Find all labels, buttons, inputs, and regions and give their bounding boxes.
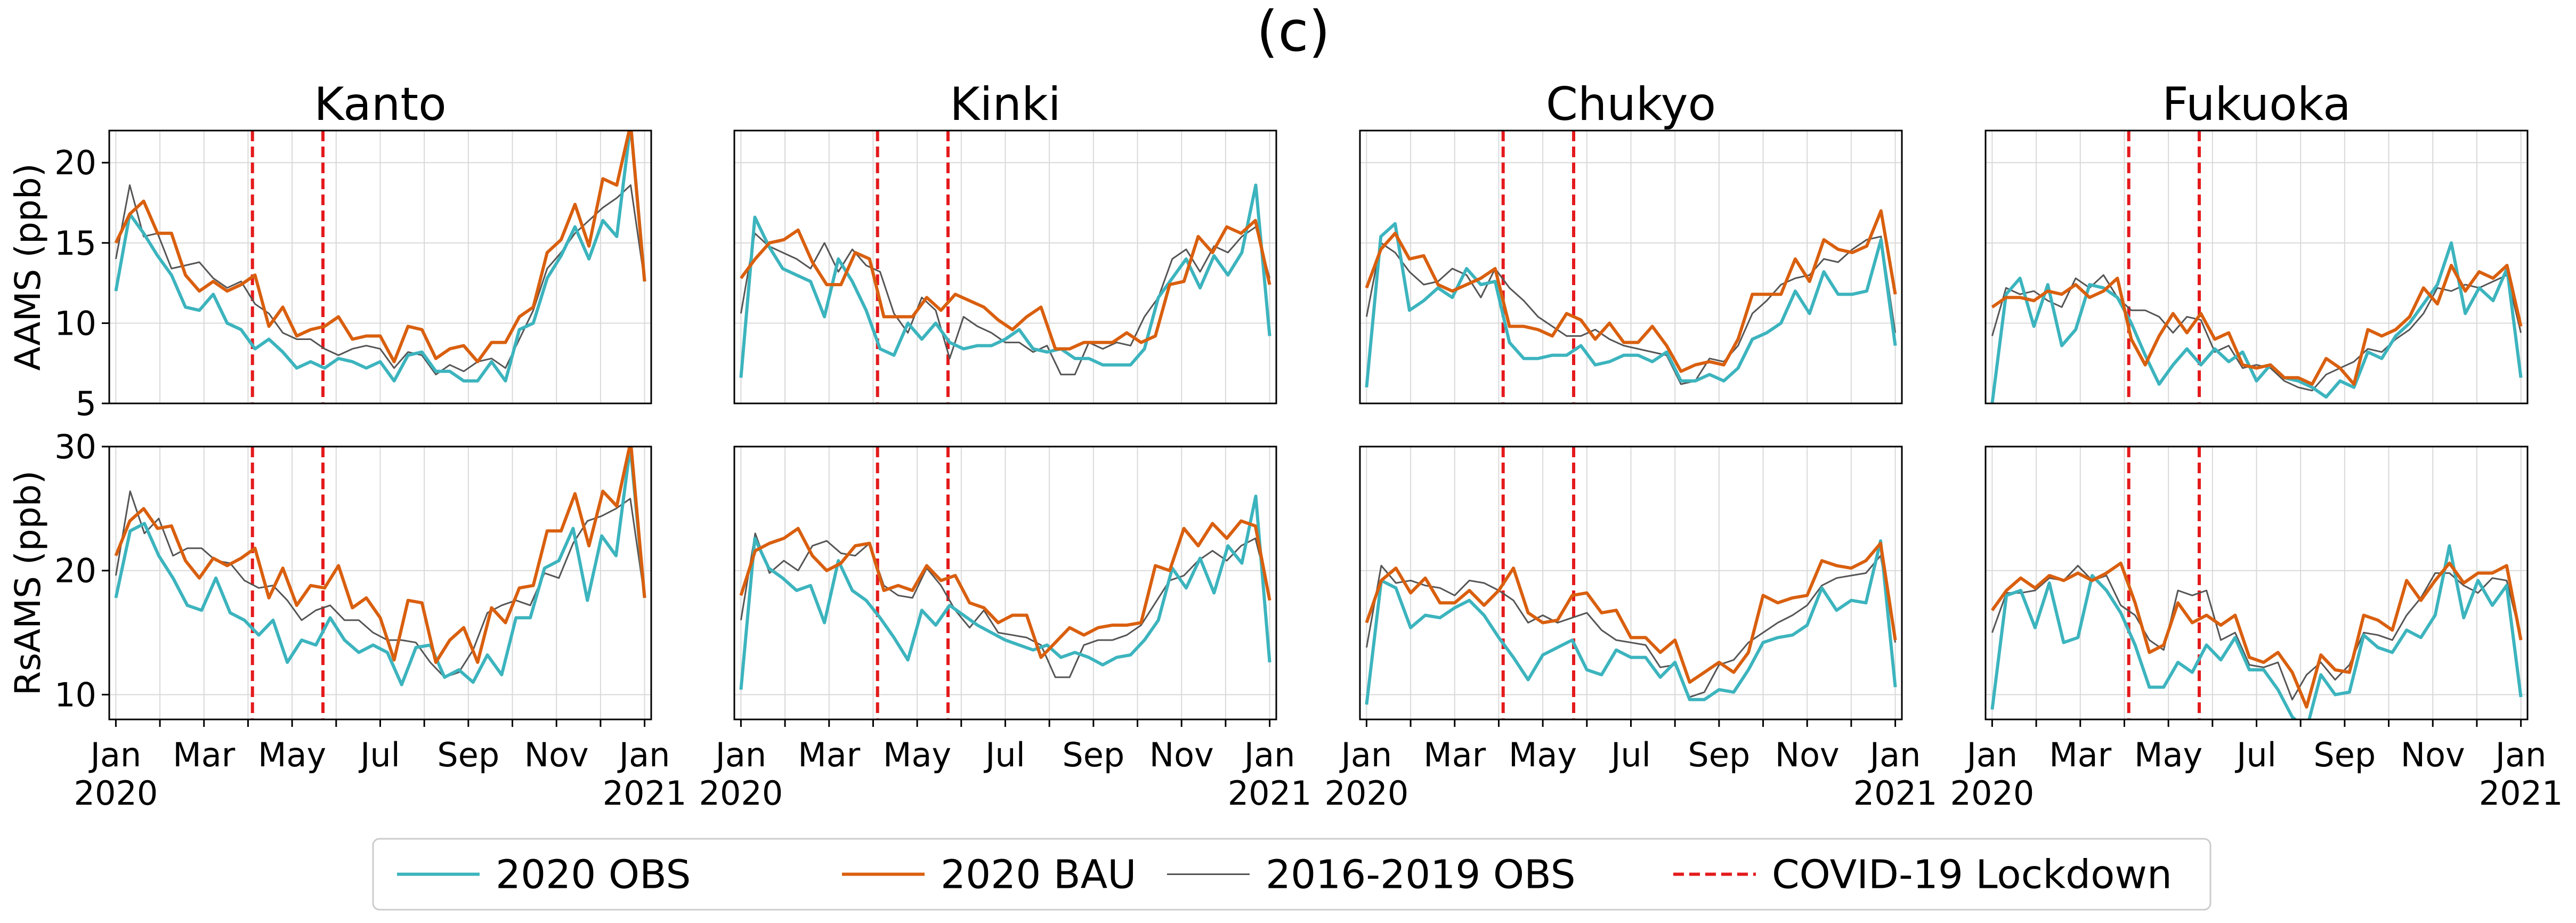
panel-fukuoka-aams-ppb--series-2020-obs	[1990, 241, 2523, 403]
panel-fukuoka-rsams-ppb--series-2020-obs	[1990, 544, 2523, 719]
panel-fukuoka-rsams-ppb--xtick-label: Mar	[2049, 735, 2111, 774]
panel-chukyo-rsams-ppb--xtick-year-label: 2021	[1853, 774, 1938, 813]
panel-kinki-rsams-ppb--series-2016-2019-obs	[740, 532, 1271, 678]
panel-kinki-rsams-ppb--xtick-year-label: 2020	[699, 774, 783, 813]
panel-kanto-aams-ppb--series-2016-2019-obs	[115, 184, 646, 376]
panel-kanto-rsams-ppb--xtick-label: Jan	[617, 735, 670, 774]
panel-kinki-rsams-ppb--series-2020-bau	[739, 519, 1271, 659]
panel-fukuoka-aams-ppb--series-2020-bau	[1991, 264, 2523, 386]
panel-kanto-aams-ppb--series-2020-obs	[114, 131, 646, 383]
column-title-chukyo: Chukyo	[1546, 78, 1716, 131]
panel-kanto-rsams-ppb--xtick-label: May	[258, 735, 326, 774]
y-axis-label-rsams-ppb-: RsAMS (ppb)	[7, 471, 48, 695]
legend-box	[372, 838, 2212, 911]
panel-kanto-rsams-ppb--ytick-label: 10	[54, 675, 96, 714]
panel-fukuoka-rsams-ppb--series-2016-2019-obs	[1991, 564, 2522, 701]
panel-chukyo-rsams-ppb--xtick-label: Mar	[1423, 735, 1486, 774]
legend-label-covid-19-lockdown: COVID-19 Lockdown	[1772, 852, 2172, 898]
panel-chukyo-rsams-ppb--series-2020-obs	[1365, 539, 1897, 705]
panel-fukuoka-rsams-ppb--xtick-year-label: 2020	[1950, 774, 2035, 813]
panel-kanto-aams-ppb--ytick-label: 20	[54, 143, 96, 182]
panel-kinki-rsams-ppb--xtick-year-label: 2021	[1228, 774, 1312, 813]
panel-kanto-aams-ppb--ytick-label: 10	[54, 304, 96, 343]
panel-kinki-rsams-ppb--xtick-label: Jan	[714, 735, 767, 774]
panel-chukyo-rsams-ppb--xtick-label: Jul	[1609, 735, 1651, 774]
panel-fukuoka-rsams-ppb--xtick-label: Nov	[2401, 735, 2465, 774]
y-axis-label-aams-ppb-: AAMS (ppb)	[7, 163, 48, 370]
panel-fukuoka-rsams-ppb--xtick-label: Sep	[2313, 735, 2376, 774]
panel-fukuoka-rsams-ppb--xtick-year-label: 2021	[2479, 774, 2563, 813]
panel-kanto-rsams-ppb--ytick-label: 20	[54, 552, 96, 590]
panel-chukyo-aams-ppb--series-2020-obs	[1365, 222, 1897, 388]
panel-kanto-rsams-ppb--series-2020-bau	[114, 447, 646, 664]
panel-fukuoka-aams-ppb--frame	[1984, 129, 2529, 404]
panel-kinki-aams-ppb--series-2020-bau	[739, 218, 1271, 351]
figure-title: (c)	[1257, 0, 1330, 64]
panel-kanto-rsams-ppb--xtick-label: Sep	[437, 735, 499, 774]
panel-kinki-aams-ppb--series-2016-2019-obs	[740, 226, 1271, 376]
panel-kanto-rsams-ppb--xtick-year-label: 2021	[603, 774, 687, 813]
panel-kanto-rsams-ppb--xtick-label: Nov	[524, 735, 589, 774]
panel-kinki-aams-ppb--series-2020-obs	[739, 183, 1271, 378]
column-title-kanto: Kanto	[314, 78, 446, 131]
panel-fukuoka-rsams-ppb--xtick-label: Jan	[1965, 735, 2018, 774]
panel-fukuoka-rsams-ppb--xtick-label: Jul	[2234, 735, 2277, 774]
panel-kinki-aams-ppb-: Kinki	[733, 78, 1277, 404]
panel-chukyo-aams-ppb--frame	[1359, 129, 1903, 404]
panel-kinki-rsams-ppb--series-2020-obs	[739, 495, 1271, 690]
panel-kanto-rsams-ppb--series-2020-obs	[114, 447, 646, 686]
panel-kanto-rsams-ppb--xtick-year-label: 2020	[74, 774, 158, 813]
panel-kinki-rsams-ppb--xtick-label: Sep	[1062, 735, 1124, 774]
panel-kanto-rsams-ppb--xtick-label: Jul	[358, 735, 400, 774]
legend-label-2016-2019-obs: 2016-2019 OBS	[1266, 852, 1576, 898]
panel-kinki-rsams-ppb--xtick-label: Jul	[983, 735, 1025, 774]
panel-chukyo-rsams-ppb--xtick-label: Jan	[1868, 735, 1921, 774]
legend-label-2020-bau: 2020 BAU	[941, 852, 1136, 898]
panel-chukyo-rsams-ppb--xtick-label: Sep	[1688, 735, 1750, 774]
panel-kanto-rsams-ppb--xtick-label: Mar	[173, 735, 235, 774]
panel-kanto-aams-ppb--frame	[108, 129, 652, 404]
panel-chukyo-rsams-ppb--xtick-label: May	[1509, 735, 1577, 774]
panel-kanto-rsams-ppb--series-2016-2019-obs	[115, 490, 646, 678]
panel-chukyo-rsams-ppb--series-2020-bau	[1365, 541, 1897, 684]
panel-kinki-rsams-ppb--xtick-label: Nov	[1149, 735, 1214, 774]
panel-chukyo-rsams-ppb--xtick-year-label: 2020	[1325, 774, 1409, 813]
panel-kinki-rsams-ppb--xtick-label: Jan	[1242, 735, 1295, 774]
panel-chukyo-aams-ppb-: Chukyo	[1359, 78, 1903, 404]
panel-chukyo-aams-ppb--series-2020-bau	[1365, 209, 1897, 373]
panel-fukuoka-rsams-ppb--series-2020-bau	[1990, 561, 2523, 709]
panel-fukuoka-rsams-ppb--xtick-label: Jan	[2493, 735, 2547, 774]
panel-kanto-aams-ppb--ytick-label: 15	[54, 224, 96, 263]
panel-kanto-rsams-ppb--ytick-label: 30	[54, 427, 96, 466]
panel-kinki-rsams-ppb--xtick-label: Mar	[798, 735, 860, 774]
panel-chukyo-rsams-ppb--series-2016-2019-obs	[1365, 555, 1897, 698]
legend-label-2020-obs: 2020 OBS	[496, 852, 691, 898]
column-title-kinki: Kinki	[950, 78, 1061, 131]
panel-kinki-aams-ppb--frame	[733, 129, 1277, 404]
panel-chukyo-rsams-ppb--xtick-label: Nov	[1775, 735, 1840, 774]
panel-fukuoka-aams-ppb-: Fukuoka	[1984, 78, 2529, 404]
panel-fukuoka-rsams-ppb--xtick-label: May	[2134, 735, 2202, 774]
panel-chukyo-rsams-ppb--xtick-label: Jan	[1339, 735, 1392, 774]
panel-kanto-rsams-ppb--xtick-label: Jan	[88, 735, 142, 774]
column-title-fukuoka: Fukuoka	[2162, 78, 2351, 131]
panel-kanto-aams-ppb--series-2020-bau	[114, 131, 646, 363]
legend: 2020 OBS 2020 BAU 2016-2019 OBS COVID-19 Lo…	[372, 838, 2212, 911]
panel-kinki-rsams-ppb--xtick-label: May	[883, 735, 951, 774]
panel-kanto-aams-ppb--ytick-label: 5	[76, 384, 96, 423]
